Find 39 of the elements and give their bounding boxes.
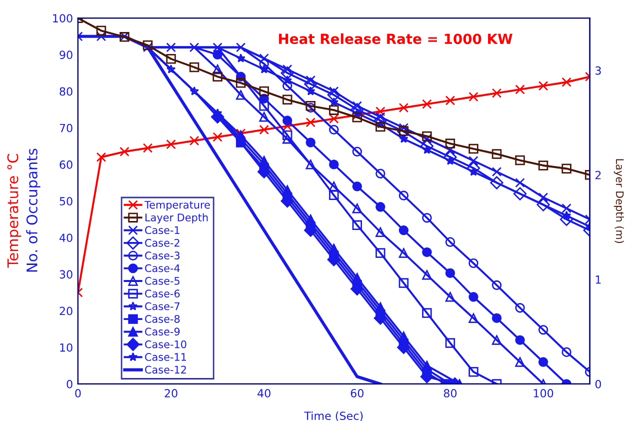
legend-label: Temperature xyxy=(144,200,210,211)
x-axis-title: Time (Sec) xyxy=(304,411,363,421)
x-tick-label: 100 xyxy=(534,389,554,398)
y-tick-label: 100 xyxy=(53,14,72,22)
legend-label: Case-1 xyxy=(145,226,180,234)
y-tick-label: 40 xyxy=(60,234,72,242)
legend-label: Case-2 xyxy=(145,238,180,247)
x-tick-label: 60 xyxy=(350,389,364,398)
legend-label: Case-3 xyxy=(145,252,180,260)
y-tick-label: 20 xyxy=(60,306,72,316)
y2-tick-label: 2 xyxy=(595,170,601,180)
legend-label: Case-12 xyxy=(145,366,186,374)
legend-label: Case-5 xyxy=(145,276,180,285)
legend-label: Case-7 xyxy=(145,302,180,310)
y-tick-label: 80 xyxy=(60,87,72,96)
legend-label: Case-6 xyxy=(145,290,180,298)
y2-tick-label: 0 xyxy=(595,380,601,388)
y-tick-label: 70 xyxy=(60,124,72,132)
y-tick-label: 30 xyxy=(60,270,72,279)
y2-tick-label: 3 xyxy=(596,66,601,75)
legend-label: Case-9 xyxy=(145,328,180,336)
annotation: Heat Release Rate = 1000 KW xyxy=(279,33,512,44)
y2-tick-label: 1 xyxy=(596,276,601,284)
y-tick-label: 10 xyxy=(60,343,72,352)
y-tick-label: 0 xyxy=(66,380,72,388)
x-tick-label: 20 xyxy=(164,389,178,398)
legend-label: Case-8 xyxy=(145,314,180,323)
legend-label: Layer Depth xyxy=(145,213,208,224)
y2-axis-title: Layer Depth (m) xyxy=(614,159,624,243)
y-tick-label: 60 xyxy=(60,160,72,169)
legend-label: Case-4 xyxy=(145,264,180,272)
y-tick-label: 90 xyxy=(60,50,72,60)
x-tick-label: 40 xyxy=(258,389,270,398)
x-tick-label: 80 xyxy=(444,389,457,398)
y-tick-label: 50 xyxy=(60,197,72,206)
x-tick-label: 0 xyxy=(75,389,81,398)
y-axis-title: Temperature °C No. of Occupants xyxy=(7,148,40,272)
legend-label: Case-10 xyxy=(145,340,186,348)
legend-label: Case-11 xyxy=(145,353,186,361)
